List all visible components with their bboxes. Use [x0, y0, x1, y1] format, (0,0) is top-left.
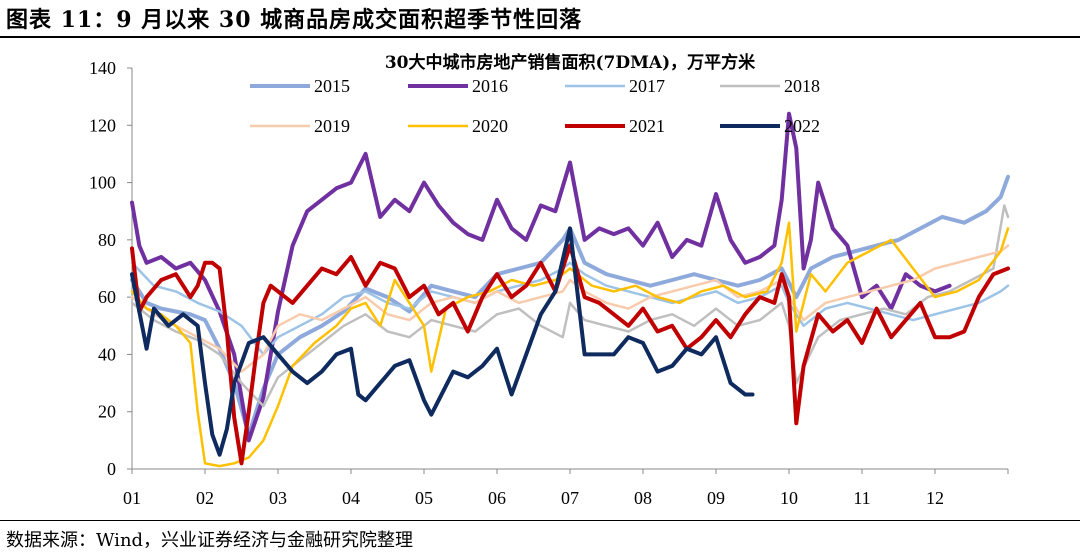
y-tick-label: 100 — [89, 173, 116, 193]
title-rule — [0, 36, 1080, 38]
chart-axes: 0 20 40 60 80 100 120 140 01 02 03 04 05 06 07 08 09 10 11… — [89, 58, 1009, 508]
legend-label-2021: 2021 — [629, 116, 665, 136]
series-line-2021 — [130, 243, 1010, 466]
x-tick-label: 12 — [926, 488, 944, 508]
legend-label-2015: 2015 — [314, 76, 350, 96]
x-tick-label: 07 — [561, 488, 579, 508]
series-line-2016 — [130, 111, 952, 443]
chart-title: 30大中城市房地产销售面积(7DMA)，万平方米 — [385, 52, 756, 73]
y-tick-label: 0 — [107, 459, 116, 479]
y-tick-label: 80 — [98, 230, 116, 250]
y-tick-label: 120 — [89, 115, 116, 135]
legend-label-2017: 2017 — [629, 76, 665, 96]
x-tick-label: 10 — [780, 488, 798, 508]
x-tick-label: 11 — [853, 488, 870, 508]
figure-title: 图表 11：9 月以来 30 城商品房成交面积超季节性回落 — [6, 7, 583, 33]
x-tick-label: 06 — [488, 488, 506, 508]
chart-series — [130, 111, 1010, 468]
y-tick-label: 20 — [98, 402, 116, 422]
x-tick-label: 05 — [415, 488, 433, 508]
series-line-2020 — [130, 221, 1010, 468]
x-tick-label: 08 — [634, 488, 652, 508]
legend-label-2019: 2019 — [314, 116, 350, 136]
y-tick-label: 140 — [89, 58, 116, 78]
source-note: 数据来源：Wind，兴业证券经济与金融研究院整理 — [6, 530, 414, 551]
source-rule — [0, 520, 1080, 521]
legend-label-2022: 2022 — [784, 116, 820, 136]
series-line-2022 — [130, 226, 755, 457]
x-tick-label: 03 — [269, 488, 287, 508]
y-tick-label: 60 — [98, 287, 116, 307]
chart-legend: 2015 2016 2017 2018 2019 2020 2021 2022 — [250, 76, 820, 136]
legend-label-2018: 2018 — [784, 76, 820, 96]
y-tick-label: 40 — [98, 344, 116, 364]
x-tick-label: 01 — [123, 488, 141, 508]
x-tick-label: 02 — [196, 488, 214, 508]
x-tick-label: 04 — [342, 488, 360, 508]
legend-label-2020: 2020 — [472, 116, 508, 136]
legend-label-2016: 2016 — [472, 76, 508, 96]
x-tick-label: 09 — [707, 488, 725, 508]
